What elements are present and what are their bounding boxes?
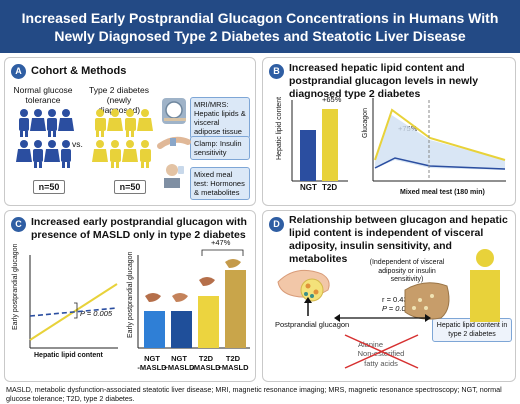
panel-b-line-pct: +75% xyxy=(398,124,418,133)
panel-c-p-value: P = 0.005 xyxy=(80,309,113,318)
cat-4-line1: T2D xyxy=(225,354,241,363)
ngt-n-box: n=50 xyxy=(33,180,65,194)
panel-b-letter: B xyxy=(269,64,284,79)
panel-c-cat-4: T2D +MASLD xyxy=(216,354,250,372)
panel-d-indep-text: (Independent of visceral adiposity or in… xyxy=(369,259,445,283)
panel-c-letter: C xyxy=(11,217,26,232)
cat-3-line1: T2D xyxy=(198,354,214,363)
panel-c-title: Increased early postprandial glucagon wi… xyxy=(31,216,247,241)
panel-d-title: Relationship between glucagon and hepati… xyxy=(289,214,508,265)
panel-d-letter: D xyxy=(269,217,284,232)
panel-d-glucagon-label: Postprandial glucagon xyxy=(275,320,350,329)
ngt-label: Normal glucose tolerance xyxy=(13,85,73,105)
panel-b-cat-ngt: NGT xyxy=(300,183,317,192)
method-clamp-box: Clamp: Insulin sensitivity xyxy=(190,136,250,160)
cat-1-line2: -MASLD xyxy=(137,363,167,372)
panel-a-title: Cohort & Methods xyxy=(31,65,127,77)
panel-d-p-value: P = 0.002 xyxy=(382,304,415,313)
t2d-n-box: n=50 xyxy=(114,180,146,194)
panel-d-crossed-nefa: Non-esterified fatty acids xyxy=(357,349,405,368)
panel-b-cat-t2d: T2D xyxy=(322,183,338,192)
panel-b-bar-pct: +65% xyxy=(322,95,342,104)
vs-label: vs. xyxy=(72,139,83,149)
panel-d-liver-label: Hepatic lipid content in type 2 diabetes xyxy=(432,318,512,342)
panel-c-bar-ylabel: Early postprandial glucagon xyxy=(127,251,134,338)
panel-c-cat-1: NGT -MASLD xyxy=(135,354,169,372)
cat-3-line2: -MASLD xyxy=(191,363,221,372)
panel-b-line-xlabel: Mixed meal test (180 min) xyxy=(400,189,485,196)
panel-c-scatter-xlabel: Hepatic lipid content xyxy=(34,352,103,359)
panel-b-bar-ylabel: Hepatic lipid content xyxy=(276,96,283,160)
panel-d-r-value: r = 0.436 xyxy=(382,295,412,304)
panel-b-title: Increased hepatic lipid content and post… xyxy=(289,62,479,100)
t2d-label: Type 2 diabetes (newly diagnosed) xyxy=(88,85,149,115)
panel-b-line-ylabel: Glucagon xyxy=(362,108,369,138)
panel-c-cat-2: NGT +MASLD xyxy=(162,354,196,372)
panel-c-scatter-ylabel: Early postprandial glucagon xyxy=(12,243,19,330)
panel-a-letter: A xyxy=(11,64,26,79)
cat-2-line2: +MASLD xyxy=(163,363,195,372)
cat-1-line1: NGT xyxy=(144,354,160,363)
main-title: Increased Early Postprandial Glucagon Co… xyxy=(21,9,499,44)
panel-c-cat-3: T2D -MASLD xyxy=(189,354,223,372)
method-mri-box: MRI/MRS: Hepatic lipids & visceral adipo… xyxy=(190,97,250,139)
footer-abbreviations: MASLD, metabolic dysfunction-associated … xyxy=(6,385,502,403)
cat-2-line1: NGT xyxy=(171,354,187,363)
method-meal-box: Mixed meal test: Hormones & metabolites xyxy=(190,167,250,200)
panel-c-bar-pct: +47% xyxy=(211,238,231,247)
cat-4-line2: +MASLD xyxy=(217,363,249,372)
title-banner: Increased Early Postprandial Glucagon Co… xyxy=(0,0,520,53)
